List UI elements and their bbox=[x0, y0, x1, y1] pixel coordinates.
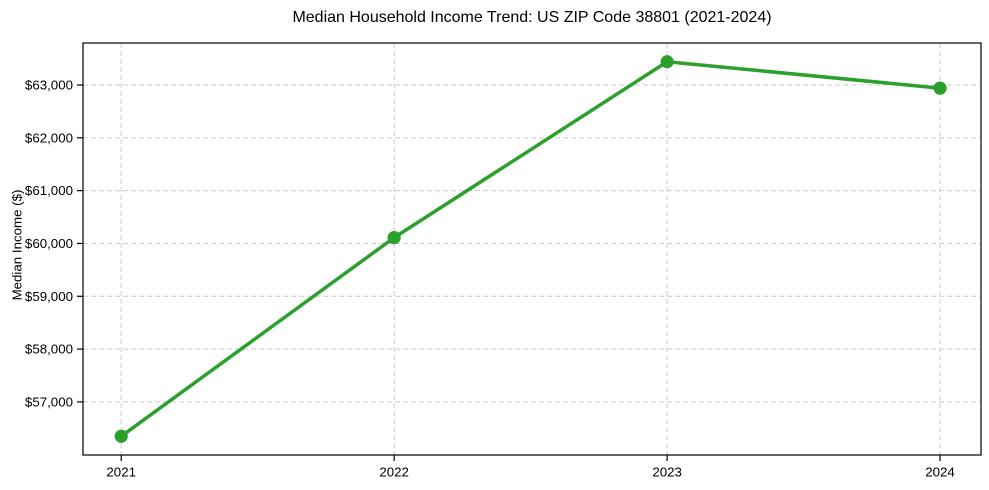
x-tick-label: 2023 bbox=[652, 465, 682, 480]
x-tick-label: 2022 bbox=[379, 465, 409, 480]
gridlines bbox=[83, 43, 981, 455]
y-tick-label: $60,000 bbox=[25, 236, 73, 251]
x-tick-label: 2021 bbox=[106, 465, 136, 480]
y-tick-label: $62,000 bbox=[25, 130, 73, 145]
trend-line bbox=[119, 60, 942, 438]
y-tick-label: $63,000 bbox=[25, 77, 73, 92]
data-point-2021 bbox=[114, 429, 128, 443]
y-tick-label: $58,000 bbox=[25, 342, 73, 357]
y-tick-label: $59,000 bbox=[25, 289, 73, 304]
y-tick-label: $61,000 bbox=[25, 183, 73, 198]
plot-border bbox=[82, 42, 982, 456]
data-points bbox=[114, 55, 947, 443]
data-point-2023 bbox=[660, 55, 674, 69]
axis-ticks bbox=[77, 84, 941, 461]
x-tick-label: 2024 bbox=[925, 465, 955, 480]
y-tick-label: $57,000 bbox=[25, 394, 73, 409]
data-point-2022 bbox=[387, 231, 401, 245]
chart-title: Median Household Income Trend: US ZIP Co… bbox=[292, 9, 772, 26]
y-tick-labels: $57,000 $58,000 $59,000 $60,000 $61,000 $62,0… bbox=[25, 77, 73, 409]
x-tick-labels: 2021 2022 2023 2024 bbox=[106, 465, 954, 480]
data-point-2024 bbox=[933, 81, 947, 95]
